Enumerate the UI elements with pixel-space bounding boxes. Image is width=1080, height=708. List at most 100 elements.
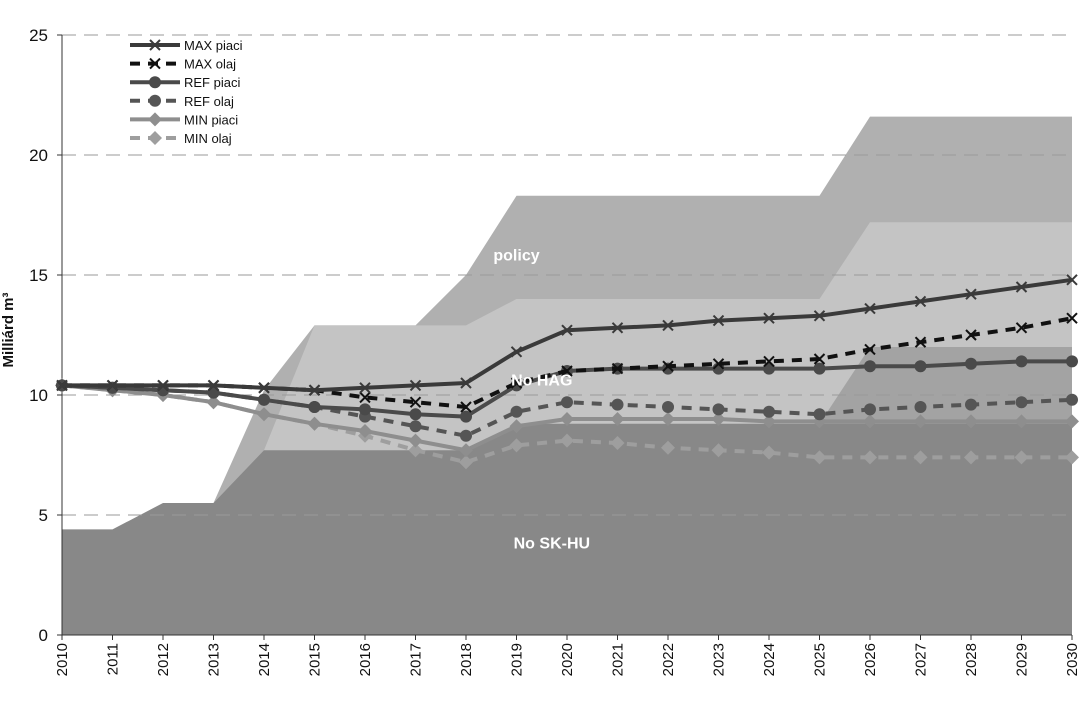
point-max-olaj [611, 362, 624, 375]
point-max-piaci [662, 319, 674, 332]
point-min-piaci [711, 412, 726, 426]
x-tick-label: 2029 [1014, 643, 1031, 676]
legend-label: REF olaj [184, 94, 234, 109]
point-max-piaci [157, 379, 169, 392]
y-tick-label: 10 [29, 386, 48, 405]
point-max-piaci [813, 310, 826, 322]
legend: MAX piaci MAX olaj REF piaci REF olaj MIN pi… [130, 38, 243, 146]
x-tick-label: 2028 [963, 643, 980, 676]
point-min-piaci [459, 443, 473, 458]
point-ref-piaci [914, 360, 927, 373]
point-min-piaci [307, 416, 322, 431]
point-max-olaj [359, 391, 371, 404]
point-ref-piaci [1066, 355, 1078, 368]
point-min-piaci [358, 424, 372, 438]
point-ref-piaci [864, 360, 876, 373]
point-max-piaci [258, 382, 270, 394]
y-tick-label: 5 [39, 506, 48, 525]
point-min-piaci [762, 414, 776, 429]
point-max-olaj [1066, 312, 1078, 324]
point-min-olaj [913, 450, 928, 465]
point-ref-olaj [611, 398, 624, 411]
point-max-piaci [207, 379, 220, 392]
x-tick-label: 2030 [1064, 643, 1080, 676]
legend-item-min-olaj: MIN olaj [130, 131, 232, 146]
point-max-piaci [510, 346, 523, 358]
point-ref-piaci [460, 410, 472, 423]
point-ref-olaj [864, 403, 876, 416]
point-min-olaj [1014, 450, 1029, 465]
point-max-olaj [561, 365, 573, 377]
point-max-piaci [1015, 281, 1028, 293]
point-max-olaj [965, 329, 977, 341]
series-layer [55, 274, 1079, 470]
point-max-piaci [359, 382, 371, 394]
point-min-piaci [661, 412, 675, 426]
point-max-piaci [864, 302, 876, 315]
grid-layer [62, 34, 1072, 516]
point-min-piaci [257, 407, 271, 422]
point-max-olaj [409, 396, 422, 408]
legend-item-ref-piaci: REF piaci [130, 75, 240, 90]
series-max-piaci [56, 274, 1078, 396]
x-tick-label: 2026 [862, 643, 879, 676]
point-min-piaci [913, 414, 928, 429]
area-label-no-sk-hu: No SK-HU [514, 536, 590, 553]
point-min-olaj [762, 445, 776, 460]
point-max-piaci [561, 324, 573, 336]
legend-marker [148, 112, 162, 127]
point-ref-olaj [409, 420, 422, 433]
legend-label: MAX olaj [184, 57, 236, 72]
point-min-piaci [964, 414, 978, 429]
point-ref-piaci [409, 408, 422, 421]
legend-label: MIN olaj [184, 131, 232, 146]
point-min-piaci [863, 414, 877, 429]
legend-item-max-olaj: MAX olaj [130, 57, 236, 72]
x-tick-label: 2016 [357, 643, 374, 676]
point-min-piaci [610, 412, 625, 426]
area-label-no-hag: No HAG [511, 372, 572, 389]
legend-item-ref-olaj: REF olaj [130, 94, 234, 109]
point-ref-piaci [813, 362, 826, 375]
x-tick-label: 2013 [206, 643, 223, 676]
point-ref-piaci [359, 403, 371, 416]
x-tick-label: 2024 [761, 643, 778, 676]
y-tick-label: 20 [29, 146, 48, 165]
y-axis-label: Milliárd m³ [0, 292, 17, 367]
point-min-piaci [206, 395, 221, 410]
x-tick-label: 2020 [559, 643, 576, 676]
point-ref-olaj [813, 408, 826, 421]
point-min-olaj [711, 443, 726, 458]
point-min-olaj [560, 433, 574, 448]
legend-marker [149, 76, 161, 89]
legend-marker [149, 57, 161, 70]
point-min-piaci [509, 419, 524, 434]
point-ref-olaj [460, 429, 472, 442]
point-ref-olaj [712, 403, 725, 416]
point-max-piaci [1066, 274, 1078, 286]
point-max-piaci [712, 314, 725, 327]
point-min-piaci [408, 433, 423, 448]
y-tick-label: 0 [39, 626, 48, 645]
x-tick-label: 2023 [711, 643, 728, 676]
x-tick-label: 2010 [54, 643, 71, 676]
labels-layer: policy No HAG No SK-HU [493, 248, 590, 553]
point-ref-olaj [965, 398, 977, 411]
y-tick-label: 15 [29, 266, 48, 285]
legend-label: REF piaci [184, 75, 240, 90]
point-max-olaj [763, 355, 775, 368]
legend-marker [149, 39, 161, 51]
x-tick-label: 2019 [509, 643, 526, 676]
legend-marker [148, 131, 162, 145]
point-min-olaj [1065, 450, 1079, 465]
x-tick-label: 2012 [155, 643, 172, 676]
point-max-olaj [914, 336, 927, 348]
point-ref-piaci [965, 357, 977, 370]
point-ref-piaci [258, 393, 270, 406]
area-no-sk-hu [62, 423, 1072, 635]
x-tick-label: 2014 [256, 643, 273, 676]
point-ref-olaj [914, 401, 927, 413]
point-min-olaj [459, 455, 473, 470]
